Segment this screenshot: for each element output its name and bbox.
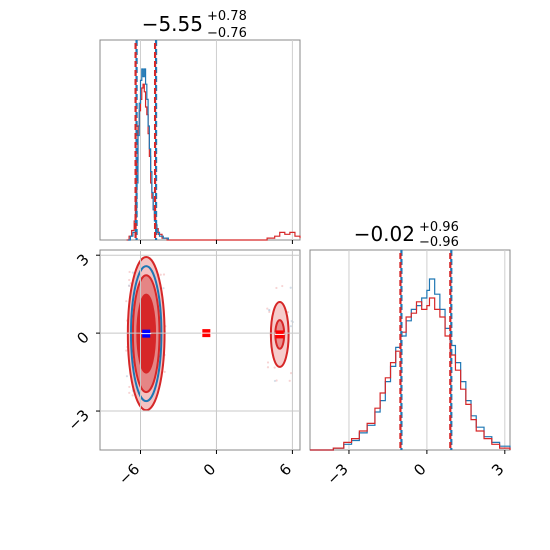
scatter-sample-point <box>163 370 166 373</box>
scatter-sample-point <box>273 379 277 383</box>
scatter-sample-point <box>127 284 131 287</box>
histogram-2-frame <box>309 249 511 451</box>
title-1-plus: +0.78 <box>207 9 247 24</box>
scatter-sample-point <box>159 273 162 276</box>
joint-2d-ytick-label: −3 <box>64 406 92 434</box>
histogram-2-xticks: −3 0 3 <box>323 450 508 488</box>
histogram-1-grid <box>140 40 293 240</box>
scatter-sample-point <box>131 271 134 274</box>
scatter-sample-point <box>128 391 131 394</box>
title-1-minus: −0.76 <box>207 26 247 41</box>
scatter-sample-point <box>162 287 165 290</box>
scatter-sample-point <box>266 361 270 364</box>
scatter-sample-point <box>268 310 271 314</box>
scatter-sample-point <box>125 375 129 378</box>
title-param-1: −5.55 +0.78 −0.76 <box>142 9 247 41</box>
joint-2d-ytick-label: 0 <box>73 328 92 347</box>
joint-2d-ytick-label: 3 <box>73 250 92 269</box>
title-1-value: −5.55 <box>142 12 203 36</box>
title-2-plus: +0.96 <box>419 220 459 235</box>
scatter-sample-point <box>289 372 293 375</box>
title-2-value: −0.02 <box>354 222 415 246</box>
joint-2d-grid <box>100 250 300 450</box>
scatter-sample-point <box>273 366 276 369</box>
scatter-sample-point <box>125 300 128 303</box>
joint-2d-frame <box>99 249 301 451</box>
joint-2d-markers <box>141 329 285 339</box>
scatter-sample-point <box>131 394 134 397</box>
scatter-sample-point <box>128 270 131 274</box>
joint-2d-xticks: −6 0 6 <box>115 450 295 488</box>
joint-2d-xtick-label: 0 <box>200 460 219 479</box>
scatter-sample-point <box>266 366 270 369</box>
contour-level <box>130 265 163 403</box>
scatter-sample-point <box>286 310 290 314</box>
scatter-sample-point <box>288 379 291 382</box>
histogram-2-grid <box>348 250 506 450</box>
scatter-sample-point <box>125 349 128 352</box>
joint-2d-xtick-label: −6 <box>115 460 143 488</box>
histogram-2-series-red <box>310 297 511 451</box>
histogram-panel-param-1 <box>99 39 301 244</box>
scatter-sample-point <box>266 307 269 310</box>
histogram-2-xtick-label: 3 <box>488 460 507 479</box>
histogram-1-frame <box>99 39 301 241</box>
joint-2d-yticks: 3 0 −3 <box>64 250 100 435</box>
scatter-sample-point <box>162 273 166 276</box>
histogram-2-quantile-lines <box>399 250 453 450</box>
histogram-panel-param-2: −3 0 3 <box>309 249 511 488</box>
histogram-2-series-blue <box>310 278 511 451</box>
histogram-1-series-red <box>126 83 301 241</box>
histogram-2-xtick-label: −3 <box>323 460 351 488</box>
histogram-1-quantile-lines <box>134 40 158 240</box>
histogram-2-xtick-label: 0 <box>410 460 429 479</box>
scatter-sample-point <box>275 379 278 382</box>
scatter-sample-point <box>281 284 284 288</box>
scatter-sample-point <box>128 278 131 282</box>
title-2-minus: −0.96 <box>419 235 459 250</box>
scatter-sample-point <box>289 286 292 289</box>
title-param-2: −0.02 +0.96 −0.96 <box>354 220 459 250</box>
scatter-sample-point <box>289 325 293 328</box>
scatter-sample-point <box>128 385 131 389</box>
histogram-1-series-blue <box>127 68 169 241</box>
joint-2d-xtick-label: 6 <box>276 460 295 479</box>
histogram-1-xticks <box>140 240 293 244</box>
scatter-sample-point <box>275 286 278 290</box>
joint-2d-panel: −6 0 6 3 0 −3 <box>64 249 301 488</box>
